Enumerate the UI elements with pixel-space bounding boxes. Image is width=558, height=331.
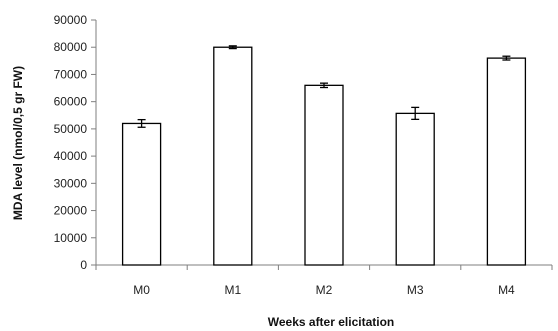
- x-axis-ticks: M0 M1 M2 M3 M4: [95, 265, 553, 297]
- bar-m3: [395, 112, 435, 266]
- bar-m0: [121, 122, 162, 266]
- y-tick-label: 50000: [54, 122, 88, 136]
- y-tick-label: 70000: [54, 67, 88, 81]
- bars-group: [121, 45, 527, 266]
- y-tick-label: 90000: [54, 13, 88, 27]
- bar-m4: [486, 57, 527, 266]
- x-axis-title: Weeks after elicitation: [268, 315, 395, 329]
- y-tick-label: 10000: [54, 231, 88, 245]
- y-tick-label: 40000: [54, 149, 88, 163]
- y-tick-label: 20000: [54, 204, 88, 218]
- y-tick-label: 60000: [54, 95, 88, 109]
- x-tick-label-m4: M4: [498, 283, 515, 297]
- x-tick-label-m2: M2: [316, 283, 333, 297]
- x-tick-label-m0: M0: [133, 283, 150, 297]
- x-tick-label-m3: M3: [407, 283, 424, 297]
- y-tick-label: 30000: [54, 176, 88, 190]
- x-tick-label-m1: M1: [224, 283, 241, 297]
- y-axis-ticks: 0 10000 20000 30000 40000 50000 60000 70000 8000…: [54, 13, 96, 272]
- y-tick-label: 80000: [54, 40, 88, 54]
- bar-m1: [213, 46, 253, 266]
- y-tick-label: 0: [80, 258, 87, 272]
- y-axis-title: MDA level (nmol/0,5 gr FW): [11, 66, 25, 220]
- bar-m2: [304, 84, 344, 266]
